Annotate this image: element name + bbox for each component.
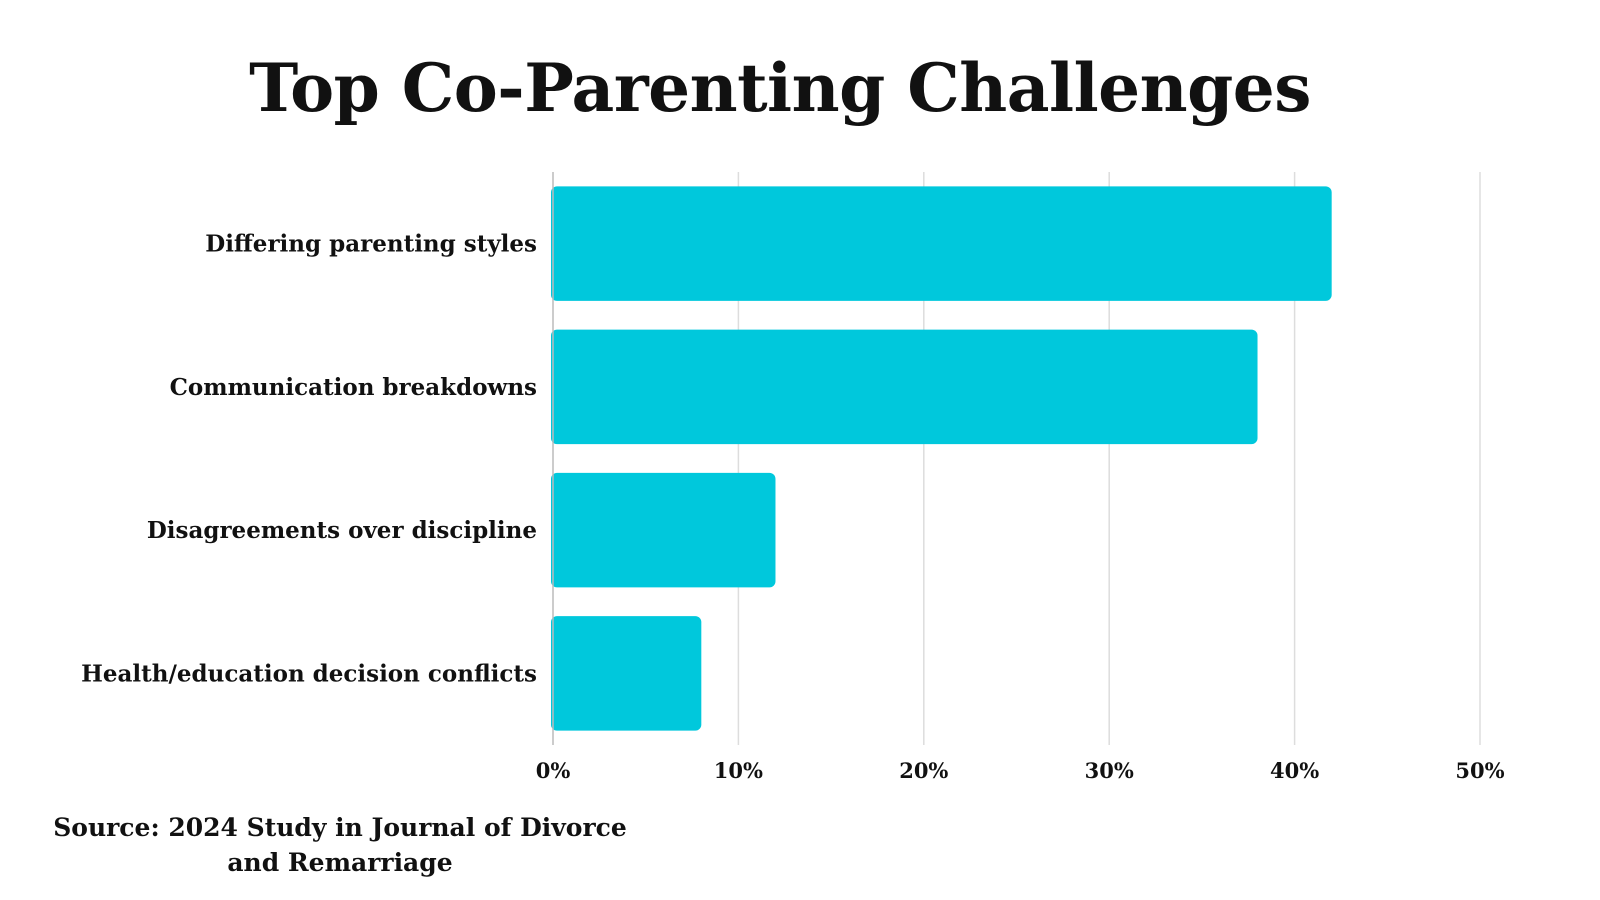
category-label: Communication breakdowns <box>170 374 537 401</box>
bar <box>551 186 1332 301</box>
category-label: Health/education decision conflicts <box>81 660 537 687</box>
x-tick-label: 10% <box>714 758 763 783</box>
bar <box>551 616 702 731</box>
x-tick-label: 0% <box>536 758 571 783</box>
bars <box>551 186 1332 731</box>
x-tick-label: 40% <box>1270 758 1319 783</box>
x-tick-label: 20% <box>899 758 948 783</box>
x-tick-label: 30% <box>1085 758 1134 783</box>
x-tick-labels: 0% 10% 20% 30% 40% 50% <box>536 758 1505 783</box>
x-tick-label: 50% <box>1455 758 1504 783</box>
category-label: Disagreements over discipline <box>147 517 537 544</box>
category-labels: Differing parenting styles Communication … <box>81 231 537 688</box>
source-note: Source: 2024 Study in Journal of Divorce… <box>53 813 627 877</box>
chart-title: Top Co-Parenting Challenges <box>249 49 1311 127</box>
bar <box>551 472 776 588</box>
bar <box>551 329 1258 445</box>
category-label: Differing parenting styles <box>205 231 537 258</box>
